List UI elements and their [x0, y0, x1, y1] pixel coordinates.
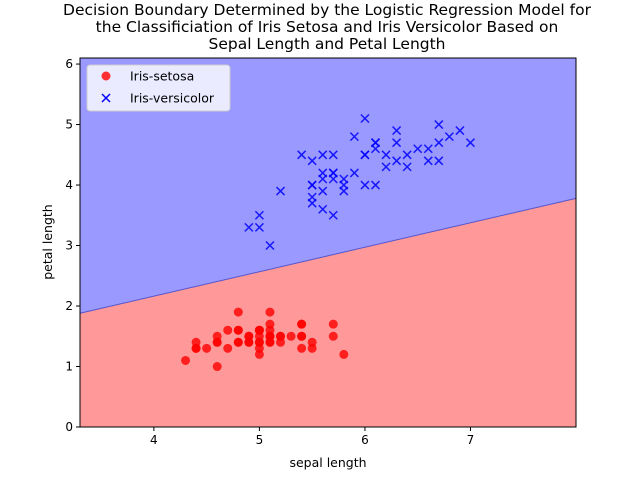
data-point	[318, 204, 328, 214]
x-axis-label: sepal length	[289, 455, 366, 470]
data-point	[297, 150, 307, 160]
y-tick-label: 5	[65, 118, 73, 132]
data-point	[349, 168, 359, 178]
data-point	[181, 355, 191, 365]
y-tick-label: 1	[65, 360, 73, 374]
data-point	[286, 331, 296, 341]
data-point	[244, 222, 254, 232]
legend-label-iris-versicolor: Iris-versicolor	[130, 91, 215, 106]
data-point	[275, 186, 286, 196]
data-point	[307, 343, 317, 353]
data-point	[434, 120, 444, 130]
title-line-2: the Classificiation of Iris Setosa and I…	[96, 18, 559, 36]
data-point	[402, 162, 412, 172]
region-versicolor	[80, 58, 576, 314]
legend: Iris-setosa Iris-versicolor	[86, 64, 231, 112]
data-point	[360, 150, 370, 160]
data-point	[254, 222, 264, 232]
data-point	[392, 126, 402, 136]
data-point	[423, 156, 433, 166]
data-point	[307, 180, 317, 190]
data-point	[339, 349, 349, 359]
data-point	[392, 156, 402, 166]
legend-label-iris-setosa: Iris-setosa	[130, 69, 194, 84]
series-iris-versicolor	[244, 113, 475, 251]
region-setosa	[80, 198, 576, 427]
data-point	[223, 343, 233, 353]
data-point	[328, 210, 338, 220]
data-point	[328, 174, 338, 184]
data-point	[370, 180, 381, 190]
data-point	[223, 325, 233, 335]
data-point	[349, 132, 359, 142]
data-point	[191, 343, 201, 353]
data-point	[339, 180, 349, 190]
data-point	[360, 113, 370, 124]
data-point	[254, 325, 264, 335]
axes-frame	[79, 57, 577, 428]
data-point	[276, 331, 286, 341]
y-tick-label: 4	[65, 178, 73, 192]
data-point	[434, 138, 444, 148]
series-iris-setosa	[181, 307, 349, 372]
data-point	[202, 343, 212, 353]
data-point	[455, 126, 465, 136]
data-point	[381, 150, 391, 160]
data-point	[402, 150, 412, 160]
data-point	[297, 343, 307, 353]
data-point	[212, 337, 222, 347]
data-point	[233, 307, 243, 317]
y-tick-label: 2	[65, 299, 73, 313]
legend-marker-iris-versicolor	[101, 93, 111, 103]
data-point	[265, 325, 275, 335]
y-axis-label: petal length	[40, 204, 55, 279]
data-point	[254, 337, 264, 347]
y-tick-label: 0	[65, 420, 73, 434]
data-point	[444, 132, 454, 142]
data-point	[318, 168, 328, 178]
title-line-1: Decision Boundary Determined by the Logi…	[63, 1, 592, 19]
data-point	[328, 150, 338, 160]
data-point	[392, 138, 402, 148]
data-point	[307, 156, 317, 166]
data-point	[370, 144, 381, 154]
data-point	[297, 319, 307, 329]
data-point	[212, 362, 222, 372]
legend-box	[86, 64, 231, 112]
y-tick-label: 6	[65, 57, 73, 71]
data-point	[328, 319, 338, 329]
data-point	[423, 144, 433, 154]
data-point	[244, 337, 254, 347]
decision-boundary-line	[79, 197, 577, 314]
data-point	[233, 325, 243, 335]
data-point	[233, 337, 243, 347]
legend-marker-iris-setosa	[101, 71, 111, 81]
title-line-3: Sepal Length and Petal Length	[208, 35, 445, 53]
data-point	[265, 240, 275, 251]
chart-title: Decision Boundary Determined by the Logi…	[63, 1, 592, 53]
data-point	[434, 156, 444, 166]
x-tick-label: 4	[150, 433, 158, 447]
data-point	[307, 198, 317, 208]
data-point	[265, 307, 275, 317]
data-point	[297, 331, 307, 341]
data-point	[254, 210, 264, 220]
data-point	[328, 331, 338, 341]
data-point	[413, 144, 423, 154]
x-tick-label: 7	[467, 433, 475, 447]
data-point	[465, 138, 475, 148]
data-point	[381, 162, 391, 172]
plot-area: 4 5 6 7 0 1 2 3 4 5 6 Iris-setosa Iris-versicolor	[65, 57, 577, 447]
data-point	[318, 186, 328, 196]
x-tick-label: 5	[256, 433, 264, 447]
x-tick-label: 6	[361, 433, 369, 447]
data-point	[360, 180, 370, 190]
y-tick-label: 3	[65, 239, 73, 253]
data-point	[318, 150, 328, 160]
